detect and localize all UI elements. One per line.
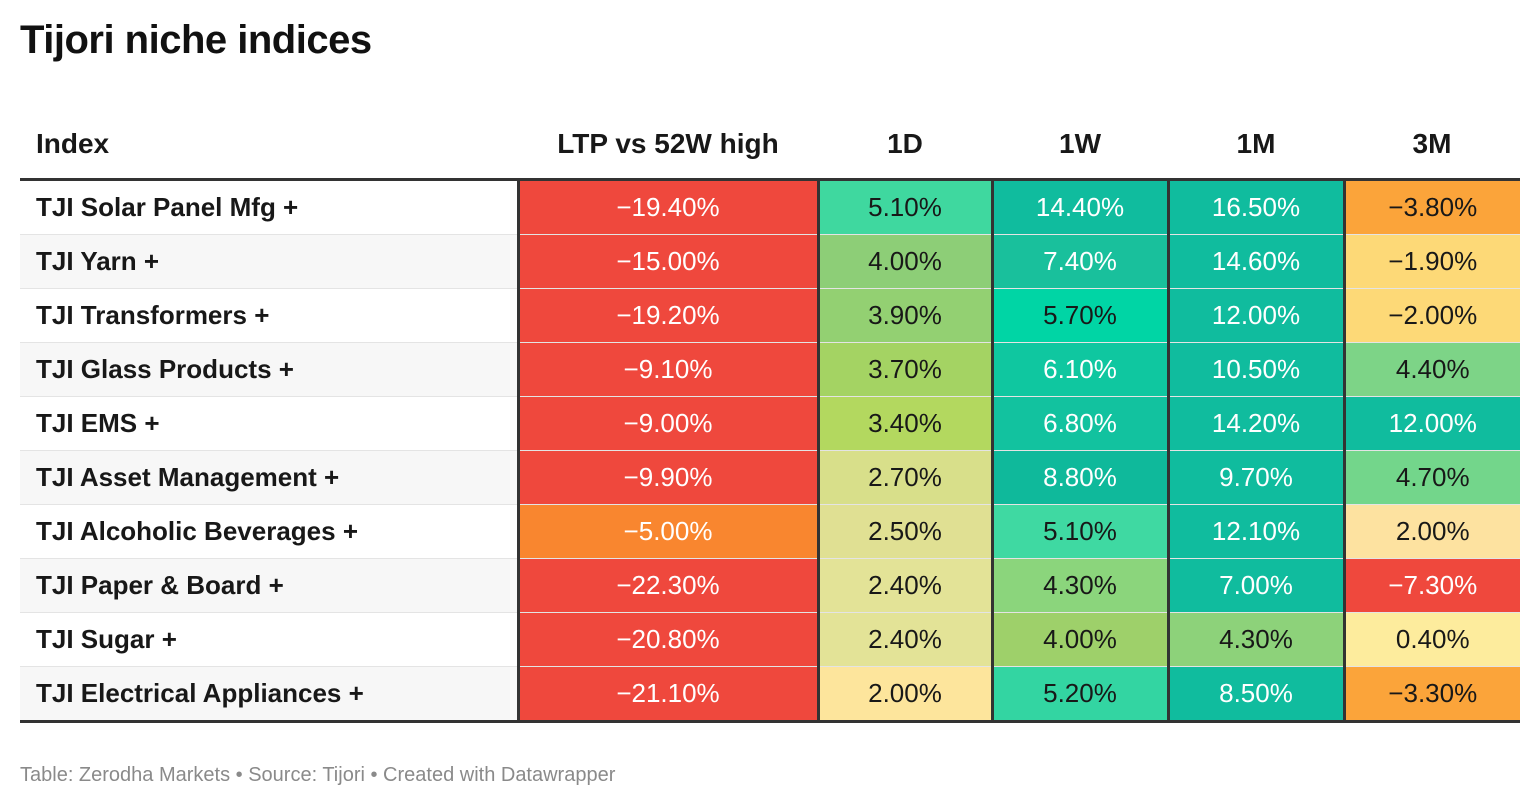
- 1w-cell: 5.70%: [990, 288, 1168, 343]
- index-name-cell: TJI Sugar +: [20, 612, 518, 667]
- 1d-cell: 3.90%: [816, 288, 992, 343]
- 3m-cell: −2.00%: [1342, 288, 1520, 343]
- 1d-cell: 3.70%: [816, 342, 992, 397]
- 3m-cell: 12.00%: [1342, 396, 1520, 451]
- table-row: TJI Sugar + −20.80% 2.40% 4.00% 4.30% 0.40%: [20, 612, 1520, 667]
- 1m-cell: 4.30%: [1166, 612, 1344, 667]
- 1d-cell: 2.00%: [816, 666, 992, 723]
- table-body: TJI Solar Panel Mfg + −19.40% 5.10% 14.40% 1…: [20, 179, 1520, 723]
- ltp-vs-52w-high-cell: −19.20%: [516, 288, 818, 343]
- ltp-vs-52w-high-cell: −9.10%: [516, 342, 818, 397]
- 3m-cell: −3.80%: [1342, 179, 1520, 235]
- 1m-cell: 7.00%: [1166, 558, 1344, 613]
- 3m-cell: −1.90%: [1342, 234, 1520, 289]
- table-row: TJI Yarn + −15.00% 4.00% 7.40% 14.60% −1.90%: [20, 234, 1520, 289]
- 1w-cell: 4.30%: [990, 558, 1168, 613]
- 1w-cell: 8.80%: [990, 450, 1168, 505]
- column-header-3m[interactable]: 3M: [1344, 110, 1520, 181]
- 1w-cell: 5.20%: [990, 666, 1168, 723]
- 1d-cell: 2.70%: [816, 450, 992, 505]
- index-name-cell: TJI Electrical Appliances +: [20, 666, 518, 723]
- index-name-cell: TJI Asset Management +: [20, 450, 518, 505]
- table-row: TJI Transformers + −19.20% 3.90% 5.70% 12.00…: [20, 288, 1520, 343]
- ltp-vs-52w-high-cell: −9.00%: [516, 396, 818, 451]
- index-name-cell: TJI Paper & Board +: [20, 558, 518, 613]
- index-name-cell: TJI Glass Products +: [20, 342, 518, 397]
- 1m-cell: 8.50%: [1166, 666, 1344, 723]
- 3m-cell: −7.30%: [1342, 558, 1520, 613]
- column-header-1m[interactable]: 1M: [1168, 110, 1344, 181]
- 1m-cell: 12.00%: [1166, 288, 1344, 343]
- 1d-cell: 2.50%: [816, 504, 992, 559]
- 1d-cell: 5.10%: [816, 179, 992, 235]
- ltp-vs-52w-high-cell: −19.40%: [516, 179, 818, 235]
- 3m-cell: 2.00%: [1342, 504, 1520, 559]
- 1w-cell: 5.10%: [990, 504, 1168, 559]
- 1m-cell: 12.10%: [1166, 504, 1344, 559]
- ltp-vs-52w-high-cell: −20.80%: [516, 612, 818, 667]
- index-name-cell: TJI Transformers +: [20, 288, 518, 343]
- column-header-ltp-vs-52w-high[interactable]: LTP vs 52W high: [518, 110, 818, 181]
- 1m-cell: 16.50%: [1166, 179, 1344, 235]
- 1d-cell: 2.40%: [816, 612, 992, 667]
- table-header-row: Index LTP vs 52W high 1D 1W 1M 3M: [20, 110, 1520, 181]
- 3m-cell: 4.40%: [1342, 342, 1520, 397]
- table-row: TJI Glass Products + −9.10% 3.70% 6.10% 10.5…: [20, 342, 1520, 397]
- ltp-vs-52w-high-cell: −21.10%: [516, 666, 818, 723]
- 1d-cell: 2.40%: [816, 558, 992, 613]
- 1w-cell: 4.00%: [990, 612, 1168, 667]
- table-row: TJI Alcoholic Beverages + −5.00% 2.50% 5.10…: [20, 504, 1520, 559]
- index-name-cell: TJI Alcoholic Beverages +: [20, 504, 518, 559]
- ltp-vs-52w-high-cell: −22.30%: [516, 558, 818, 613]
- footer-credit: Table: Zerodha Markets • Source: Tijori …: [20, 764, 616, 786]
- 1d-cell: 4.00%: [816, 234, 992, 289]
- index-name-cell: TJI Yarn +: [20, 234, 518, 289]
- 1w-cell: 6.80%: [990, 396, 1168, 451]
- 1w-cell: 14.40%: [990, 179, 1168, 235]
- 3m-cell: −3.30%: [1342, 666, 1520, 723]
- 3m-cell: 0.40%: [1342, 612, 1520, 667]
- 1m-cell: 14.60%: [1166, 234, 1344, 289]
- index-name-cell: TJI EMS +: [20, 396, 518, 451]
- table-row: TJI EMS + −9.00% 3.40% 6.80% 14.20% 12.00%: [20, 396, 1520, 451]
- 1m-cell: 14.20%: [1166, 396, 1344, 451]
- index-name-cell: TJI Solar Panel Mfg +: [20, 179, 518, 235]
- table-row: TJI Asset Management + −9.90% 2.70% 8.80% 9.…: [20, 450, 1520, 505]
- table-row: TJI Solar Panel Mfg + −19.40% 5.10% 14.40% 1…: [20, 179, 1520, 235]
- ltp-vs-52w-high-cell: −5.00%: [516, 504, 818, 559]
- table-row: TJI Paper & Board + −22.30% 2.40% 4.30% 7.00…: [20, 558, 1520, 613]
- 1d-cell: 3.40%: [816, 396, 992, 451]
- column-header-index[interactable]: Index: [20, 110, 518, 181]
- 1m-cell: 10.50%: [1166, 342, 1344, 397]
- 3m-cell: 4.70%: [1342, 450, 1520, 505]
- ltp-vs-52w-high-cell: −15.00%: [516, 234, 818, 289]
- 1m-cell: 9.70%: [1166, 450, 1344, 505]
- indices-table: Index LTP vs 52W high 1D 1W 1M 3M TJI So…: [20, 110, 1520, 723]
- 1w-cell: 7.40%: [990, 234, 1168, 289]
- 1w-cell: 6.10%: [990, 342, 1168, 397]
- ltp-vs-52w-high-cell: −9.90%: [516, 450, 818, 505]
- column-header-1w[interactable]: 1W: [992, 110, 1168, 181]
- column-header-1d[interactable]: 1D: [818, 110, 992, 181]
- table-row: TJI Electrical Appliances + −21.10% 2.00% 5…: [20, 666, 1520, 723]
- page-title: Tijori niche indices: [20, 18, 372, 62]
